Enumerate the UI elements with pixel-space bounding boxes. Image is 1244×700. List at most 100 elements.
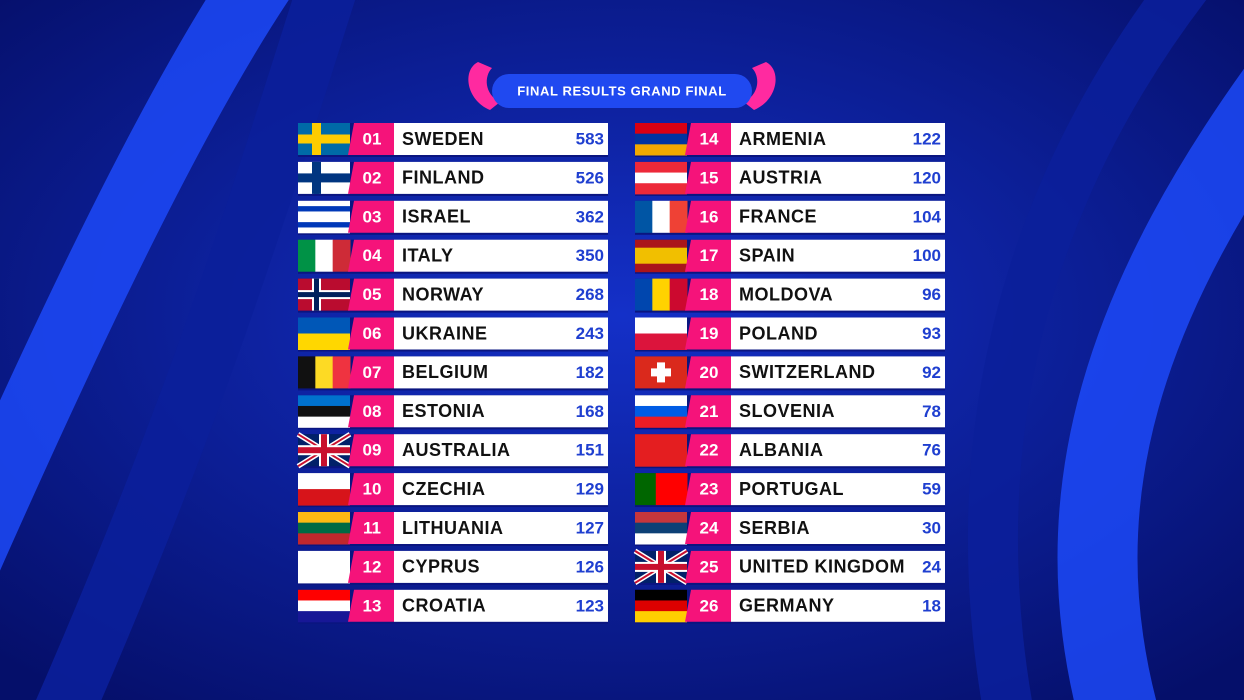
rank-box [348, 123, 394, 155]
points: 243 [576, 324, 604, 343]
points: 78 [922, 402, 941, 421]
result-row: 10 CZECHIA 129 [298, 473, 608, 508]
points: 93 [922, 324, 941, 343]
rank-box [348, 589, 394, 622]
result-row: 06 UKRAINE 243 [298, 317, 608, 352]
result-row: 07 BELGIUM 182 [298, 356, 608, 391]
name-box [731, 512, 945, 544]
result-row: 13 CROATIA 123 [298, 589, 608, 624]
result-row: 22 ALBANIA 76 [635, 434, 945, 469]
flag-part [298, 216, 350, 223]
rank-box [685, 550, 731, 583]
flag-part [298, 473, 350, 490]
name-box [731, 200, 945, 233]
result-row: 26 GERMANY 18 [635, 589, 945, 624]
country: ITALY [402, 245, 454, 265]
name-box [731, 123, 945, 155]
rank-box [348, 200, 394, 233]
rank: 07 [363, 363, 382, 382]
points: 24 [922, 557, 941, 576]
rank-box [685, 200, 731, 233]
name-box [394, 395, 608, 428]
country: SLOVENIA [739, 401, 835, 421]
country: PORTUGAL [739, 479, 844, 499]
rank: 14 [700, 129, 719, 148]
result-row: 14 ARMENIA 122 [635, 123, 945, 157]
flag-part [298, 405, 350, 418]
points: 182 [576, 363, 604, 382]
rank-box [348, 239, 394, 272]
flag-part [332, 356, 351, 389]
flag-part [298, 489, 350, 506]
flag-part [666, 473, 678, 506]
points: 526 [576, 168, 604, 187]
rank: 06 [363, 324, 382, 343]
name-box [394, 589, 608, 622]
flag-part [298, 356, 316, 389]
result-row: 08 ESTONIA 168 [298, 395, 608, 430]
rank: 04 [363, 246, 382, 265]
result-row: 21 SLOVENIA 78 [635, 395, 945, 430]
flag-part [298, 600, 350, 612]
flag-part [298, 611, 350, 623]
rank-box [348, 161, 394, 194]
name-box [731, 434, 945, 467]
name-box [394, 278, 608, 311]
name-box [731, 239, 945, 272]
flag-part [298, 317, 350, 334]
rank-box [685, 161, 731, 194]
rank-box [685, 317, 731, 350]
points: 122 [913, 129, 941, 148]
result-row: 16 FRANCE 104 [635, 200, 945, 235]
country: SERBIA [739, 518, 810, 538]
flag-part [298, 211, 350, 218]
result-row: 23 PORTUGAL 59 [635, 473, 945, 508]
rank-box [348, 473, 394, 506]
name-box [731, 317, 945, 350]
result-row: 09 AUSTRALIA 151 [296, 432, 608, 469]
country: SWEDEN [402, 129, 484, 149]
flag-part [298, 200, 350, 207]
country: GERMANY [739, 596, 835, 616]
flag-part [635, 133, 687, 145]
result-row: 11 LITHUANIA 127 [298, 512, 608, 546]
flag-part [635, 395, 687, 407]
rank: 15 [700, 168, 719, 187]
flag-part [298, 206, 350, 212]
flag-part [635, 255, 687, 265]
flag-part [635, 200, 653, 233]
name-box [731, 589, 945, 622]
rank-box [685, 434, 731, 467]
flag-part [298, 589, 350, 601]
rank: 16 [700, 207, 719, 226]
flag-part [635, 317, 687, 334]
rank: 18 [700, 285, 719, 304]
rank-box [685, 278, 731, 311]
flag-part [298, 333, 350, 350]
name-box [394, 123, 608, 155]
rank: 13 [363, 596, 382, 615]
rank: 02 [363, 168, 382, 187]
flag-part [298, 395, 350, 407]
points: 583 [576, 129, 604, 148]
result-row: 15 AUSTRIA 120 [635, 161, 945, 196]
name-box [394, 356, 608, 389]
result-row: 25 UNITED KINGDOM 24 [633, 548, 945, 586]
rank-box [685, 123, 731, 155]
rank: 23 [700, 480, 719, 499]
flag-part [298, 416, 350, 428]
result-row: 03 ISRAEL 362 [298, 200, 608, 235]
country: CYPRUS [402, 557, 480, 577]
rank: 05 [363, 285, 382, 304]
flag-part [298, 533, 350, 545]
flag-part [635, 183, 687, 195]
rank-box [685, 395, 731, 428]
rank: 26 [700, 596, 719, 615]
country: SPAIN [739, 245, 795, 265]
rank: 25 [700, 557, 719, 576]
flag-part [635, 434, 687, 467]
flag-part [635, 416, 687, 428]
result-row: 17 SPAIN 100 [635, 239, 945, 274]
